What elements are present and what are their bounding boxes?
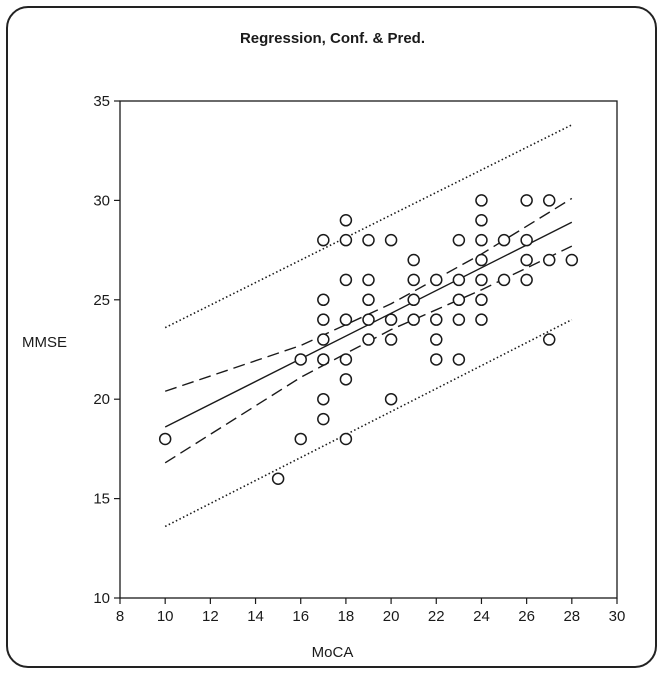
data-point [475, 293, 488, 307]
y-tick-label: 20 [93, 391, 110, 408]
data-point [317, 233, 330, 247]
data-point [520, 253, 533, 267]
data-point [384, 333, 398, 346]
data-point [497, 233, 511, 247]
data-point [339, 432, 353, 446]
confidence-band-upper [164, 197, 573, 392]
data-point [362, 333, 375, 346]
x-tick-label: 14 [247, 608, 264, 625]
data-point [362, 293, 375, 307]
x-tick-label: 12 [202, 608, 219, 625]
data-point [452, 273, 466, 287]
data-point [339, 373, 353, 386]
x-axis-label: MoCA [311, 644, 354, 661]
data-point [317, 412, 330, 426]
data-point [317, 353, 330, 366]
data-point [384, 392, 398, 406]
data-point [271, 472, 285, 485]
data-point [339, 313, 353, 326]
x-tick-label: 20 [383, 608, 400, 625]
data-point [317, 313, 330, 326]
data-point [475, 273, 488, 287]
data-point [339, 353, 353, 366]
data-point [452, 233, 466, 247]
data-point [430, 333, 443, 346]
data-point [475, 214, 488, 227]
data-point [294, 432, 307, 446]
chart-title: Regression, Conf. & Pred. [239, 30, 426, 47]
data-point [430, 273, 443, 287]
x-tick-label: 26 [518, 608, 535, 625]
data-point [565, 253, 579, 267]
data-point [430, 353, 443, 366]
data-point [407, 293, 420, 307]
data-point [384, 313, 398, 326]
y-tick-label: 30 [93, 192, 110, 209]
data-point [407, 253, 420, 267]
data-point [542, 194, 556, 207]
data-point [362, 273, 375, 287]
data-point [362, 233, 375, 247]
data-point [339, 214, 353, 227]
y-axis-label: MMSE [22, 334, 67, 351]
x-tick-label: 16 [292, 608, 309, 625]
data-point [475, 233, 488, 247]
data-point [317, 333, 330, 346]
data-point [520, 233, 533, 247]
data-point [452, 293, 466, 307]
data-point [339, 233, 353, 247]
x-tick-label: 24 [473, 608, 490, 625]
y-tick-label: 15 [93, 491, 110, 508]
data-point [339, 273, 353, 287]
data-point [475, 194, 488, 207]
data-point [158, 432, 172, 446]
x-tick-label: 8 [116, 608, 124, 625]
data-point [452, 353, 466, 366]
data-point [384, 233, 398, 247]
data-point [520, 273, 533, 287]
plot-area-border [119, 100, 618, 599]
data-point [407, 313, 420, 326]
data-point [475, 313, 488, 326]
data-point [362, 313, 375, 326]
y-tick-label: 25 [93, 292, 110, 309]
x-tick-label: 18 [338, 608, 355, 625]
data-point [520, 194, 533, 207]
x-tick-label: 28 [563, 608, 580, 625]
data-point [452, 313, 466, 326]
data-point [542, 333, 556, 346]
confidence-band-lower [164, 245, 573, 464]
x-tick-label: 30 [609, 608, 626, 625]
data-point [542, 253, 556, 267]
data-point [407, 273, 420, 287]
data-point [317, 293, 330, 307]
prediction-band-lower [164, 318, 573, 528]
data-point [497, 273, 511, 287]
x-tick-label: 10 [157, 608, 174, 625]
data-point [317, 392, 330, 406]
y-tick-label: 10 [93, 590, 110, 607]
x-tick-label: 22 [428, 608, 445, 625]
data-point [475, 253, 488, 267]
y-tick-label: 35 [93, 93, 110, 110]
data-point [430, 313, 443, 326]
data-point [294, 353, 307, 366]
